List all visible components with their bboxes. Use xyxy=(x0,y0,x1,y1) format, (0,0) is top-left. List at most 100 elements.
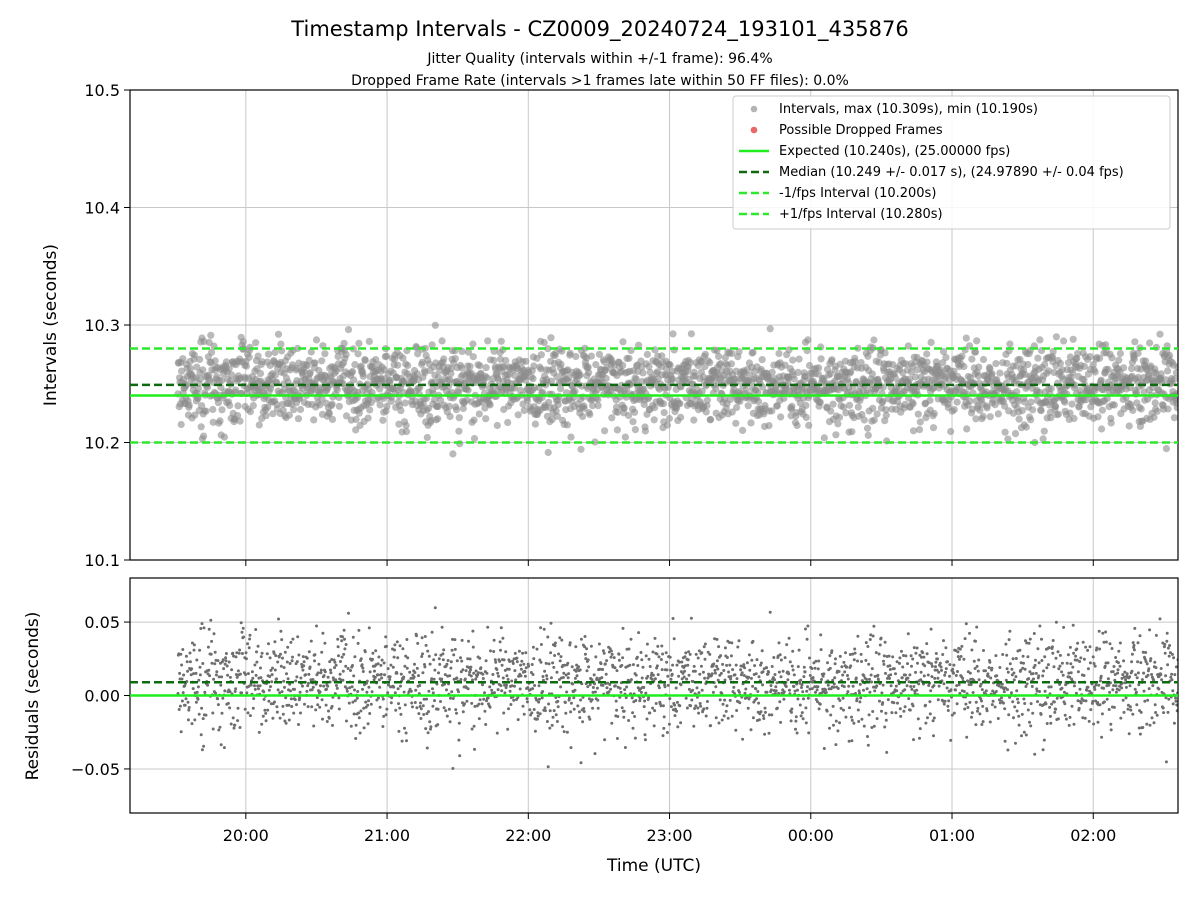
interval-point xyxy=(359,372,367,380)
interval-point xyxy=(294,415,303,423)
residual-point xyxy=(1104,630,1108,634)
residual-point xyxy=(1102,640,1106,644)
residual-point xyxy=(478,698,482,702)
residual-point xyxy=(383,673,386,677)
residual-point xyxy=(814,659,818,663)
residual-point xyxy=(244,651,248,655)
residual-point xyxy=(573,676,577,680)
residual-point xyxy=(1072,684,1076,688)
residual-point xyxy=(482,697,486,701)
interval-point xyxy=(1022,423,1030,431)
residual-point xyxy=(508,689,512,693)
residual-point xyxy=(190,667,194,671)
residual-point xyxy=(618,686,622,690)
residual-point xyxy=(619,690,623,694)
interval-point xyxy=(625,411,633,420)
residual-point xyxy=(449,696,452,700)
residual-point xyxy=(384,713,388,717)
residual-point xyxy=(998,666,1002,669)
residual-point xyxy=(533,684,537,687)
legend-entry-median: Median (10.249 +/- 0.017 s), (24.97890 +… xyxy=(779,165,1124,180)
residual-point xyxy=(481,677,485,680)
residual-point xyxy=(661,704,665,708)
residual-point xyxy=(934,660,938,664)
interval-point xyxy=(1137,405,1145,413)
residual-point xyxy=(371,657,374,661)
residual-point xyxy=(212,632,216,636)
residual-point xyxy=(1128,675,1132,679)
residual-point xyxy=(713,671,717,675)
interval-point xyxy=(185,401,193,409)
residual-point xyxy=(851,652,855,656)
residual-point xyxy=(771,676,775,680)
residual-point xyxy=(1007,638,1011,642)
residual-point xyxy=(603,738,607,742)
residual-point xyxy=(337,696,341,700)
residual-point xyxy=(187,708,191,712)
residual-point xyxy=(1057,667,1061,671)
residual-point xyxy=(415,666,419,670)
residual-point xyxy=(602,651,606,655)
residual-point xyxy=(389,701,393,705)
interval-point xyxy=(383,402,391,410)
residual-point xyxy=(1034,671,1038,675)
interval-point xyxy=(765,422,773,430)
residual-point xyxy=(290,705,294,708)
residual-point xyxy=(507,707,510,711)
residual-point xyxy=(884,671,887,675)
residual-point xyxy=(988,720,992,724)
interval-point xyxy=(557,385,565,393)
residual-point xyxy=(991,699,995,703)
residual-point xyxy=(1146,673,1150,677)
residual-point xyxy=(763,732,767,736)
residual-point xyxy=(1142,671,1146,675)
interval-point xyxy=(1039,435,1047,443)
residual-point xyxy=(192,648,196,652)
residual-point xyxy=(985,709,989,713)
residual-point xyxy=(340,655,344,659)
residual-point xyxy=(701,670,705,674)
residual-point xyxy=(479,666,483,670)
interval-point xyxy=(842,409,850,417)
interval-point xyxy=(428,341,436,349)
residual-point xyxy=(512,698,516,702)
interval-point xyxy=(668,374,676,383)
residual-point xyxy=(186,718,190,722)
residual-point xyxy=(450,690,454,694)
interval-point xyxy=(586,410,594,419)
residual-point xyxy=(743,691,747,695)
residual-point xyxy=(377,655,381,659)
residual-point xyxy=(433,668,437,672)
residual-point xyxy=(353,688,356,692)
residual-point xyxy=(1006,748,1010,752)
residual-point xyxy=(717,721,721,725)
residual-point xyxy=(727,641,731,644)
residual-point xyxy=(295,660,299,664)
interval-point xyxy=(193,363,201,371)
residual-point xyxy=(297,653,301,657)
residual-point xyxy=(351,664,354,667)
residual-point xyxy=(801,717,805,721)
residual-point xyxy=(1102,700,1106,704)
interval-point xyxy=(747,419,755,427)
residual-point xyxy=(283,650,287,654)
interval-point xyxy=(502,356,510,365)
interval-point xyxy=(199,366,207,374)
residual-point xyxy=(704,714,708,718)
residual-point xyxy=(703,657,707,661)
residual-point xyxy=(853,651,857,655)
residual-point xyxy=(504,650,508,654)
residual-point xyxy=(373,669,376,673)
residual-point xyxy=(796,697,800,701)
residual-point xyxy=(444,709,448,713)
residual-point xyxy=(445,662,449,666)
interval-point xyxy=(963,425,971,433)
residual-point xyxy=(428,662,432,666)
interval-point xyxy=(364,414,372,422)
residual-point xyxy=(469,668,472,672)
residual-point xyxy=(1101,631,1105,635)
residual-point xyxy=(692,724,696,728)
residual-point xyxy=(794,727,797,731)
residual-point xyxy=(537,700,541,704)
residual-point xyxy=(731,690,735,694)
